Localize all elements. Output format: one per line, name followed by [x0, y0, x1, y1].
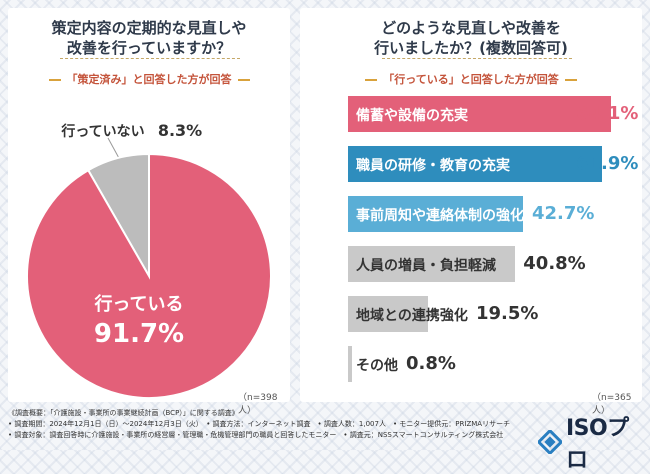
- pie-chart: 行っている 91.7% 行っていない 8.3%: [26, 121, 272, 398]
- pie-slice-yes: [26, 152, 272, 398]
- left-subhead: 「策定済み」と回答した方が回答: [8, 71, 290, 87]
- dash-left: [365, 79, 378, 81]
- right-question-underline: [382, 58, 572, 59]
- bar-label-3: 事前周知や連絡体制の強化: [356, 208, 524, 224]
- brand-logo[interactable]: ISOプロ: [538, 410, 650, 474]
- bar-label-1: 備蓄や設備の充実: [356, 108, 468, 124]
- dash-left: [48, 79, 61, 81]
- footer-line1: 《調査概要：「介護施設・事業所の事業継続計画（BCP）」に関する調査》: [8, 409, 239, 417]
- logo-text: ISOプロ: [565, 416, 629, 473]
- bar-value-1: 64.1%: [576, 103, 639, 124]
- right-subhead: 「行っている」と回答した方が回答: [300, 71, 642, 87]
- left-question-line2: 改善を行っていますか？: [66, 39, 232, 57]
- right-panel: どのような見直しや改善を 行いましたか？(複数回答可) 「行っている」と回答した…: [300, 8, 642, 416]
- bar-4: [348, 246, 516, 282]
- dash-right: [237, 79, 250, 81]
- left-subhead-text: 「策定済み」と回答した方が回答: [66, 73, 232, 86]
- right-question-line2: 行いましたか？(複数回答可): [374, 39, 568, 57]
- bar-value-4: 40.8%: [523, 253, 586, 274]
- bar-value-5: 19.5%: [476, 303, 539, 324]
- bar-6: [348, 346, 352, 382]
- bar-2: [348, 146, 602, 182]
- dash-right: [564, 79, 577, 81]
- pie-label-no: 行っていない: [60, 123, 144, 140]
- survey-footer: 《調査概要：「介護施設・事業所の事業継続計画（BCP）」に関する調査》 • 調査…: [8, 408, 528, 441]
- right-question-line1: どのような見直しや改善を: [381, 19, 561, 37]
- pie-leader-line: [107, 137, 121, 161]
- pie-value-yes: 91.7%: [94, 319, 184, 349]
- footer-line3: • 調査対象：調査回答時に介護施設・事業所の経営層・管理職・危機管理部門の職員と…: [8, 431, 504, 439]
- bar-1: [348, 96, 611, 132]
- pie-value-no: 8.3%: [158, 121, 202, 140]
- bar-value-6: 0.8%: [406, 353, 456, 374]
- footer-line2: • 調査期間：2024年12月1日（日）～2024年12月3日（火） • 調査方…: [8, 420, 511, 428]
- right-question: どのような見直しや改善を 行いましたか？(複数回答可): [300, 18, 642, 58]
- bar-label-6: その他: [356, 358, 398, 374]
- left-question-line1: 策定内容の定期的な見直しや: [51, 19, 247, 37]
- bar-3: [348, 196, 524, 232]
- bar-label-5: 地域との連携強化: [356, 308, 468, 324]
- left-sample-note: （n=398人）: [238, 393, 278, 416]
- bar-value-3: 42.7%: [532, 203, 595, 224]
- bar-5: [348, 296, 428, 332]
- bar-label-2: 職員の研修・教育の充実: [356, 158, 510, 174]
- left-panel: 策定内容の定期的な見直しや 改善を行っていますか？ 「策定済み」と回答した方が回…: [8, 8, 290, 416]
- right-sample-note: （n=365人）: [592, 393, 632, 416]
- bar-value-2: 61.9%: [576, 153, 639, 174]
- diamond-logo-icon: [538, 430, 562, 454]
- left-question-underline: [60, 58, 240, 59]
- right-subhead-text: 「行っている」と回答した方が回答: [383, 73, 559, 86]
- bar-label-4: 人員の増員・負担軽減: [356, 258, 496, 274]
- pie-label-yes: 行っている: [93, 293, 183, 315]
- left-question: 策定内容の定期的な見直しや 改善を行っていますか？: [8, 18, 290, 58]
